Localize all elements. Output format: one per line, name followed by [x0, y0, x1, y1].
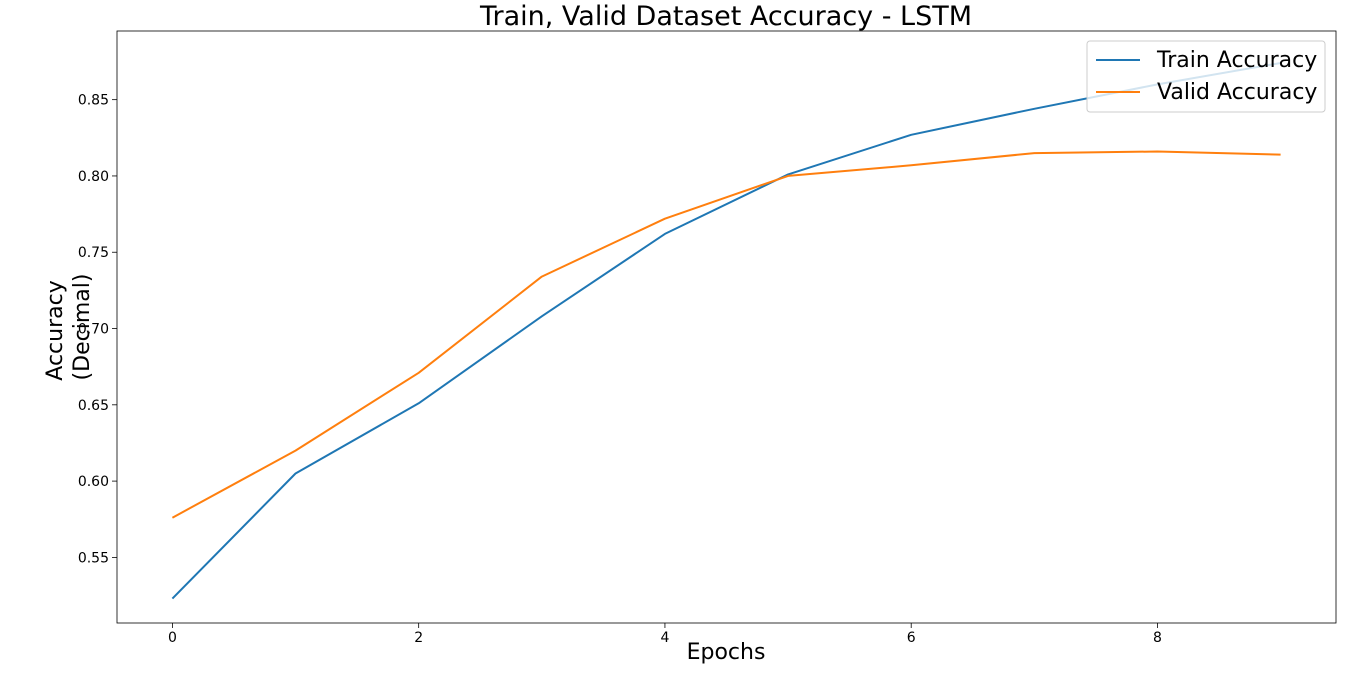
x-tick-label: 2	[414, 630, 423, 646]
plot-frame	[116, 30, 1337, 624]
series-line-valid-accuracy	[171, 150, 1281, 519]
y-tick-label: 0.60	[78, 474, 109, 490]
chart-title: Train, Valid Dataset Accuracy - LSTM	[479, 1, 972, 32]
legend: Train Accuracy Valid Accuracy	[1086, 40, 1326, 113]
y-axis-label-line-1: Accuracy	[43, 280, 68, 380]
x-axis-ticks: 0 2 4 6 8	[168, 623, 1162, 646]
y-tick-label: 0.80	[78, 169, 109, 185]
plot-area	[116, 30, 1337, 624]
y-axis-ticks: 0.55 0.60 0.65 0.70 0.75 0.80 0.85	[78, 93, 117, 566]
legend-label-valid-accuracy: Valid Accuracy	[1157, 80, 1317, 105]
y-tick-label: 0.65	[78, 398, 109, 414]
y-tick-label: 0.85	[78, 93, 109, 109]
y-tick-label: 0.75	[78, 245, 109, 261]
y-tick-label: 0.70	[78, 322, 109, 338]
x-tick-label: 8	[1153, 630, 1162, 646]
x-tick-label: 6	[907, 630, 916, 646]
x-axis-label: Epochs	[687, 640, 766, 665]
x-tick-label: 4	[660, 630, 669, 646]
x-tick-label: 0	[168, 630, 177, 646]
y-axis-label-line-2: (Decimal)	[70, 274, 95, 381]
y-tick-label: 0.55	[78, 550, 109, 566]
legend-label-train-accuracy: Train Accuracy	[1156, 48, 1317, 73]
legend-frame	[1086, 40, 1326, 113]
y-axis-label: Accuracy (Decimal)	[43, 273, 95, 380]
